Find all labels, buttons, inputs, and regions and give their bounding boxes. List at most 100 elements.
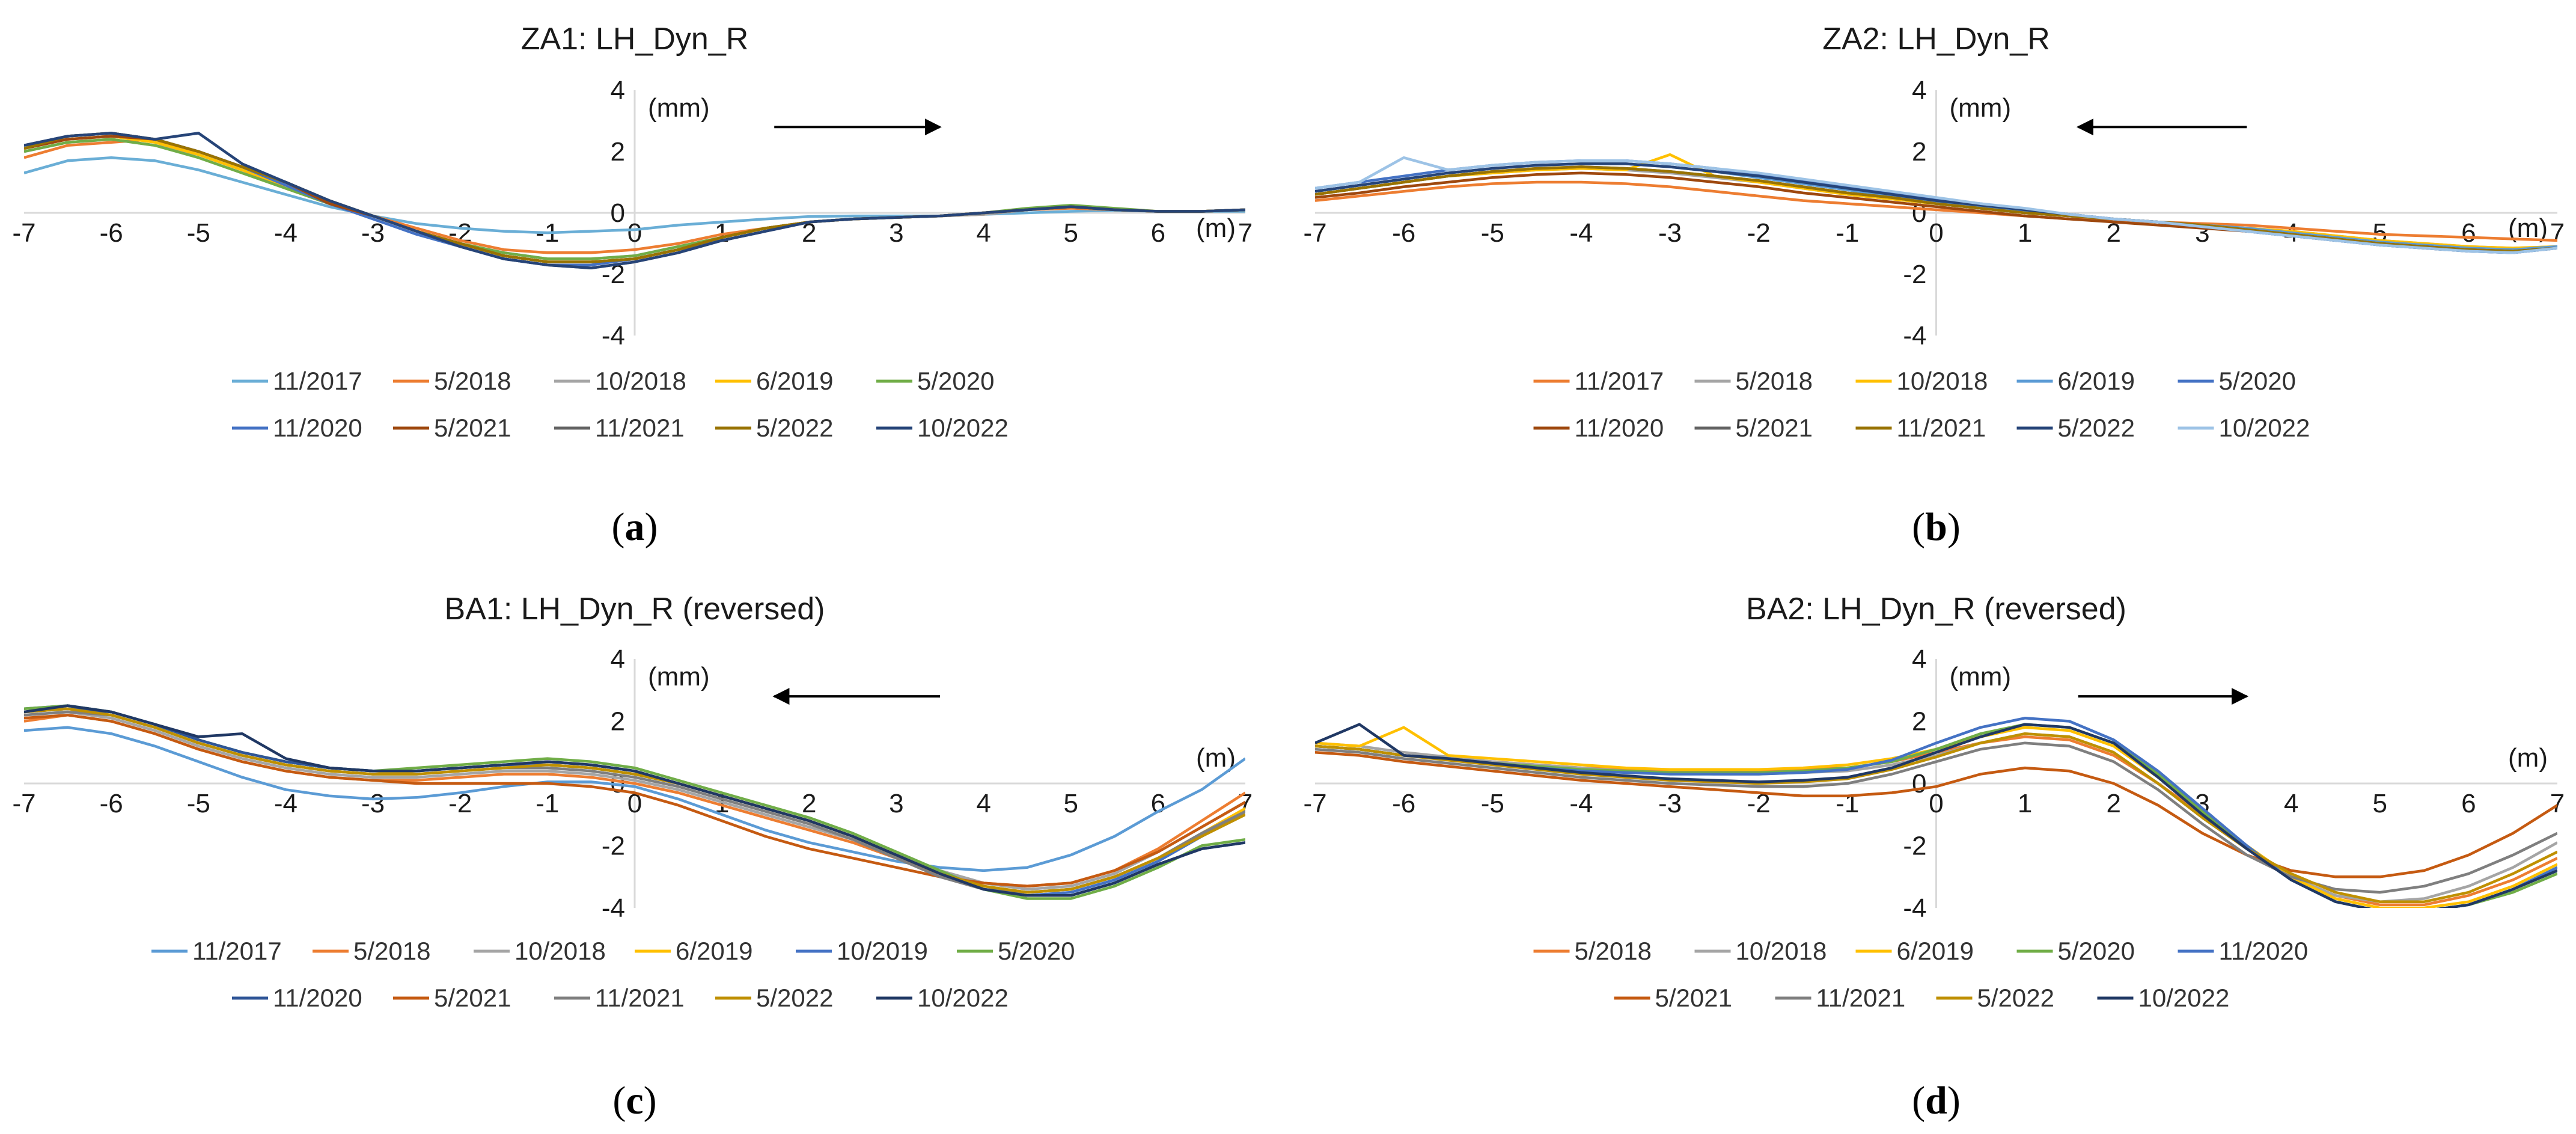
chart-title: ZA2: LH_Dyn_R [1822, 22, 2050, 57]
legend-item: 5/2022 [1936, 984, 2054, 1012]
x-tick-label: -6 [1392, 789, 1415, 818]
legend-item: 5/2020 [2178, 367, 2296, 395]
legend-item: 5/2020 [876, 367, 994, 395]
legend-item: 6/2019 [635, 937, 752, 965]
legend-label: 5/2020 [917, 367, 994, 395]
x-tick-label: -5 [1481, 218, 1504, 248]
y-axis-unit: (mm) [1950, 93, 2012, 123]
caption-paren: ) [644, 1079, 657, 1123]
x-tick-label: 5 [2372, 789, 2387, 818]
legend-item: 5/2022 [715, 414, 833, 442]
legend-item: 6/2019 [1855, 937, 1974, 965]
x-tick-label: -4 [1569, 789, 1593, 818]
x-tick-label: -5 [187, 789, 210, 818]
x-tick-label: -6 [100, 789, 123, 818]
y-tick-label: -2 [602, 832, 625, 861]
x-tick-label: -1 [1836, 789, 1859, 818]
x-tick-label: 6 [2461, 789, 2476, 818]
legend-item: 6/2019 [2016, 367, 2135, 395]
legend-label: 10/2022 [917, 984, 1009, 1012]
y-tick-label: 4 [1912, 645, 1926, 674]
legend-label: 5/2018 [353, 937, 430, 965]
x-tick-label: 3 [889, 218, 903, 248]
legend-label: 11/2021 [595, 414, 685, 442]
legend-label: 5/2018 [1736, 367, 1813, 395]
series-line [24, 707, 1245, 894]
legend-item: 11/2017 [1533, 367, 1664, 395]
legend-label: 6/2019 [676, 937, 752, 965]
x-tick-label: -4 [274, 789, 298, 818]
y-tick-label: -4 [602, 893, 625, 923]
legend-label: 5/2020 [2219, 367, 2296, 395]
legend-label: 5/2018 [1575, 937, 1652, 965]
x-tick-label: 3 [889, 789, 903, 818]
series-line [1315, 723, 2557, 908]
legend-item: 11/2020 [2178, 937, 2308, 965]
legend-item: 5/2022 [715, 984, 833, 1012]
x-axis-unit: (m) [2508, 743, 2548, 773]
x-tick-label: -2 [1747, 218, 1771, 248]
legend-label: 6/2019 [756, 367, 833, 395]
legend-label: 5/2018 [434, 367, 511, 395]
legend-label: 5/2020 [2058, 937, 2135, 965]
x-tick-label: 1 [2018, 218, 2032, 248]
caption-paren: ( [1912, 1079, 1925, 1123]
legend-label: 5/2021 [1736, 414, 1813, 442]
legend-item: 5/2018 [313, 937, 430, 965]
series-group [1315, 717, 2557, 908]
series-line [1315, 156, 2557, 254]
legend-label: 10/2018 [1897, 367, 1988, 395]
y-tick-label: 2 [1912, 707, 1926, 737]
legend-label: 5/2022 [756, 984, 833, 1012]
series-line [1315, 732, 2557, 903]
legend-label: 10/2022 [2219, 414, 2310, 442]
panel-caption: (a) [612, 505, 658, 549]
caption-letter: c [626, 1079, 643, 1123]
legend-label: 5/2021 [434, 414, 511, 442]
caption-paren: ( [612, 505, 625, 549]
legend-item: 10/2018 [554, 367, 686, 395]
legend-item: 10/2019 [796, 937, 928, 965]
legend-label: 10/2018 [1736, 937, 1827, 965]
x-tick-label: 2 [802, 789, 816, 818]
x-axis-unit: (m) [1196, 743, 1236, 773]
series-line [1315, 165, 2557, 253]
x-tick-label: -1 [536, 789, 559, 818]
x-tick-label: -6 [100, 218, 123, 248]
legend-item: 5/2018 [393, 367, 511, 395]
caption-paren: ) [645, 505, 658, 549]
y-axis-unit: (mm) [1950, 662, 2012, 691]
x-tick-label: 6 [2461, 218, 2476, 248]
x-tick-label: 5 [1063, 789, 1078, 818]
legend-label: 11/2020 [273, 984, 362, 1012]
x-tick-label: -7 [12, 218, 35, 248]
y-tick-label: -2 [1903, 832, 1926, 861]
legend-label: 11/2020 [1575, 414, 1664, 442]
y-tick-label: 0 [611, 198, 625, 228]
legend-label: 5/2021 [1655, 984, 1732, 1012]
x-tick-label: 5 [1063, 218, 1078, 248]
x-tick-label: 4 [976, 789, 990, 818]
legend-item: 10/2022 [2178, 414, 2310, 442]
legend-item: 5/2018 [1533, 937, 1652, 965]
legend-item: 5/2018 [1694, 367, 1813, 395]
x-tick-label: -3 [361, 789, 385, 818]
x-tick-label: 1 [2018, 789, 2032, 818]
y-tick-label: -2 [1903, 260, 1926, 289]
chart-title: BA1: LH_Dyn_R (reversed) [445, 592, 825, 627]
x-tick-label: -3 [1658, 218, 1682, 248]
legend-item: 11/2020 [232, 414, 362, 442]
y-tick-label: 4 [1912, 76, 1926, 105]
legend-label: 5/2022 [1977, 984, 2054, 1012]
legend-label: 10/2022 [2138, 984, 2230, 1012]
x-tick-label: 2 [2107, 789, 2121, 818]
x-tick-label: -5 [187, 218, 210, 248]
series-line [24, 138, 1245, 260]
series-group [1315, 153, 2557, 254]
series-group [24, 704, 1245, 900]
series-line [24, 156, 1245, 234]
legend-item: 11/2021 [554, 984, 685, 1012]
